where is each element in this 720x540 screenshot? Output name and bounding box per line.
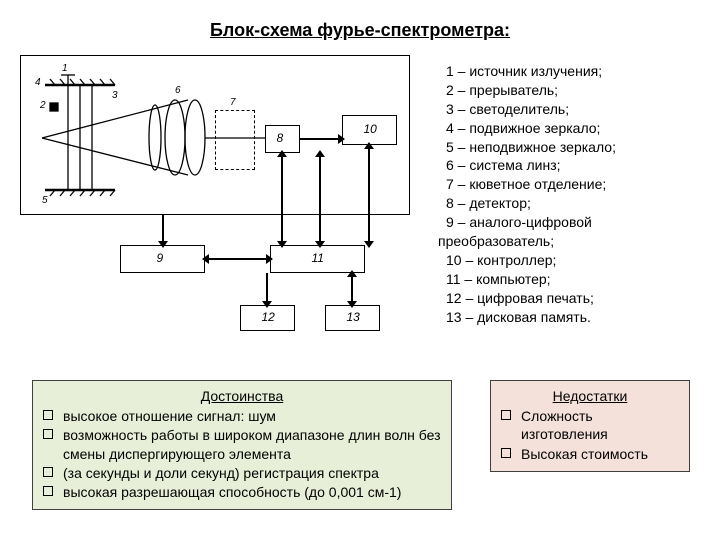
list-item: высокое отношение сигнал: шум xyxy=(43,407,441,425)
legend-item: 2 – прерыватель; xyxy=(440,81,700,100)
advantages-box: Достоинства высокое отношение сигнал: шу… xyxy=(32,380,452,510)
list-item-text: высокое отношение сигнал: шум xyxy=(63,408,276,424)
legend-item: 9 – аналого-цифровой xyxy=(440,213,700,232)
arrow-head-icon xyxy=(364,142,374,149)
diagram-label: 6 xyxy=(175,85,181,96)
diagram-label: 3 xyxy=(112,90,118,101)
advantages-title: Достоинства xyxy=(43,387,441,405)
diagram-label: 7 xyxy=(230,97,236,108)
legend-item: 11 – компьютер; xyxy=(440,270,700,289)
arrow-head-icon xyxy=(364,241,374,248)
arrow-head-icon xyxy=(315,150,325,157)
arrow-head-icon xyxy=(315,241,325,248)
bullet-icon xyxy=(501,448,511,458)
connector-line xyxy=(300,138,342,140)
bullet-icon xyxy=(43,410,53,420)
block-label: 10 xyxy=(364,122,377,136)
arrow-head-icon xyxy=(266,254,273,264)
diagram-label: 2 xyxy=(40,100,46,111)
legend-item: 1 – источник излучения; xyxy=(440,62,700,81)
legend-list: 1 – источник излучения;2 – прерыватель;3… xyxy=(440,62,700,326)
cuvette-dashed-box xyxy=(215,110,255,170)
diagram-label: 1 xyxy=(62,63,68,74)
block-label: 13 xyxy=(347,310,360,324)
connector-line xyxy=(205,258,270,260)
legend-item: 10 – контроллер; xyxy=(440,251,700,270)
arrow-head-icon xyxy=(202,254,209,264)
legend-item: 13 – дисковая память. xyxy=(440,308,700,327)
connector-line xyxy=(319,153,321,245)
block-label: 9 xyxy=(157,251,164,265)
page-title: Блок-схема фурье-спектрометра: xyxy=(0,20,720,41)
list-item-text: Сложность изготовления xyxy=(521,408,608,442)
list-item: высокая разрешающая способность (до 0,00… xyxy=(43,483,441,501)
bullet-icon xyxy=(501,410,511,420)
arrow-head-icon xyxy=(262,301,272,308)
connector-line xyxy=(281,153,283,245)
list-item: Сложность изготовления xyxy=(501,407,679,443)
advantages-list: высокое отношение сигнал: шум возможност… xyxy=(43,407,441,501)
legend-item: 8 – детектор; xyxy=(440,194,700,213)
disadvantages-list: Сложность изготовления Высокая стоимость xyxy=(501,407,679,463)
block-label: 11 xyxy=(312,251,324,265)
legend-item: 6 – система линз; xyxy=(440,156,700,175)
arrow-head-icon xyxy=(347,270,357,277)
list-item: Высокая стоимость xyxy=(501,445,679,463)
legend-item: 12 – цифровая печать; xyxy=(440,289,700,308)
block-label: 12 xyxy=(262,310,275,324)
diagram-container: 8109111213 1234567 xyxy=(20,55,410,335)
bullet-icon xyxy=(43,467,53,477)
arrow-head-icon xyxy=(158,241,168,248)
legend-item: 5 – неподвижное зеркало; xyxy=(440,138,700,157)
disadvantages-box: Недостатки Сложность изготовления Высокая… xyxy=(490,380,690,472)
diagram-label: 4 xyxy=(35,77,41,88)
legend-item: 3 – светоделитель; xyxy=(440,100,700,119)
block-label: 8 xyxy=(277,131,284,145)
legend-item: 7 – кюветное отделение; xyxy=(440,175,700,194)
arrow-head-icon xyxy=(338,134,345,144)
disadvantages-title: Недостатки xyxy=(501,387,679,405)
legend-item-cont: преобразователь; xyxy=(440,232,700,251)
list-item-text: высокая разрешающая способность (до 0,00… xyxy=(63,484,401,500)
list-item-text: возможность работы в широком диапазоне д… xyxy=(63,427,441,461)
bullet-icon xyxy=(43,486,53,496)
arrow-head-icon xyxy=(347,301,357,308)
arrow-head-icon xyxy=(277,150,287,157)
diagram-label: 5 xyxy=(42,195,48,206)
list-item-text: (за секунды и доли секунд) регистрация с… xyxy=(63,465,379,481)
legend-item: 4 – подвижное зеркало; xyxy=(440,119,700,138)
list-item: (за секунды и доли секунд) регистрация с… xyxy=(43,464,441,482)
bullet-icon xyxy=(43,429,53,439)
list-item-text: Высокая стоимость xyxy=(521,446,648,462)
connector-line xyxy=(368,145,370,245)
arrow-head-icon xyxy=(277,241,287,248)
list-item: возможность работы в широком диапазоне д… xyxy=(43,426,441,462)
